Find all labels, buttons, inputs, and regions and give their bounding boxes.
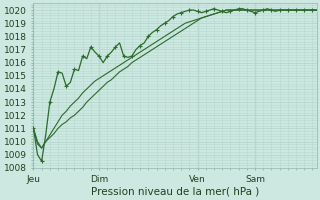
X-axis label: Pression niveau de la mer( hPa ): Pression niveau de la mer( hPa ) — [91, 187, 259, 197]
